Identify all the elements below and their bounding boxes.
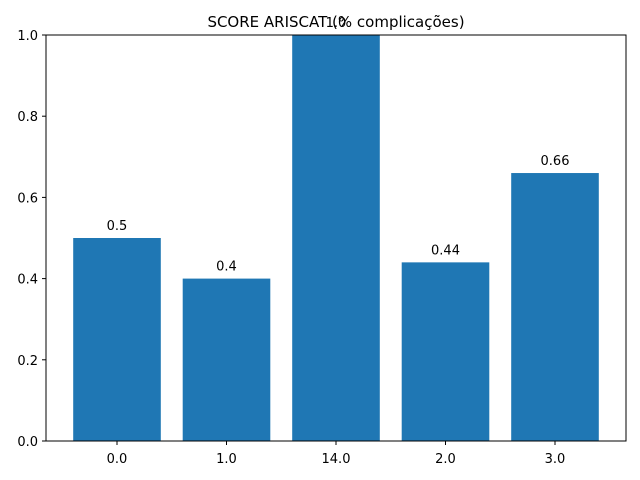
x-tick-label-4: 3.0 bbox=[545, 452, 566, 467]
data-label-1: 0.4 bbox=[216, 260, 237, 275]
y-tick-label-4: 0.8 bbox=[17, 110, 38, 125]
data-label-3: 0.44 bbox=[431, 243, 460, 258]
y-tick-label-3: 0.6 bbox=[17, 191, 38, 206]
x-tick-label-1: 1.0 bbox=[216, 452, 237, 467]
chart-title: SCORE ARISCAT (% complicações) bbox=[207, 13, 464, 31]
bar-0 bbox=[73, 238, 161, 441]
x-axis: 0.0 1.0 14.0 2.0 3.0 bbox=[107, 441, 566, 467]
bars-group bbox=[73, 35, 599, 442]
bar-3 bbox=[401, 262, 490, 441]
data-labels-group: 0.5 0.4 1.0 0.44 0.66 bbox=[107, 16, 570, 275]
y-tick-label-5: 1.0 bbox=[17, 29, 38, 44]
y-tick-label-1: 0.2 bbox=[17, 354, 38, 369]
x-tick-label-2: 14.0 bbox=[322, 452, 351, 467]
bar-4 bbox=[511, 173, 599, 442]
bar-1 bbox=[182, 278, 271, 441]
y-tick-label-0: 0.0 bbox=[17, 435, 38, 450]
x-tick-label-3: 2.0 bbox=[435, 452, 456, 467]
data-label-4: 0.66 bbox=[541, 154, 570, 169]
x-tick-label-0: 0.0 bbox=[107, 452, 128, 467]
y-tick-label-2: 0.4 bbox=[17, 273, 38, 288]
data-label-2: 1.0 bbox=[326, 16, 347, 31]
data-label-0: 0.5 bbox=[107, 219, 128, 234]
y-axis: 0.0 0.2 0.4 0.6 0.8 1.0 bbox=[17, 29, 46, 450]
bar-2 bbox=[292, 35, 380, 441]
